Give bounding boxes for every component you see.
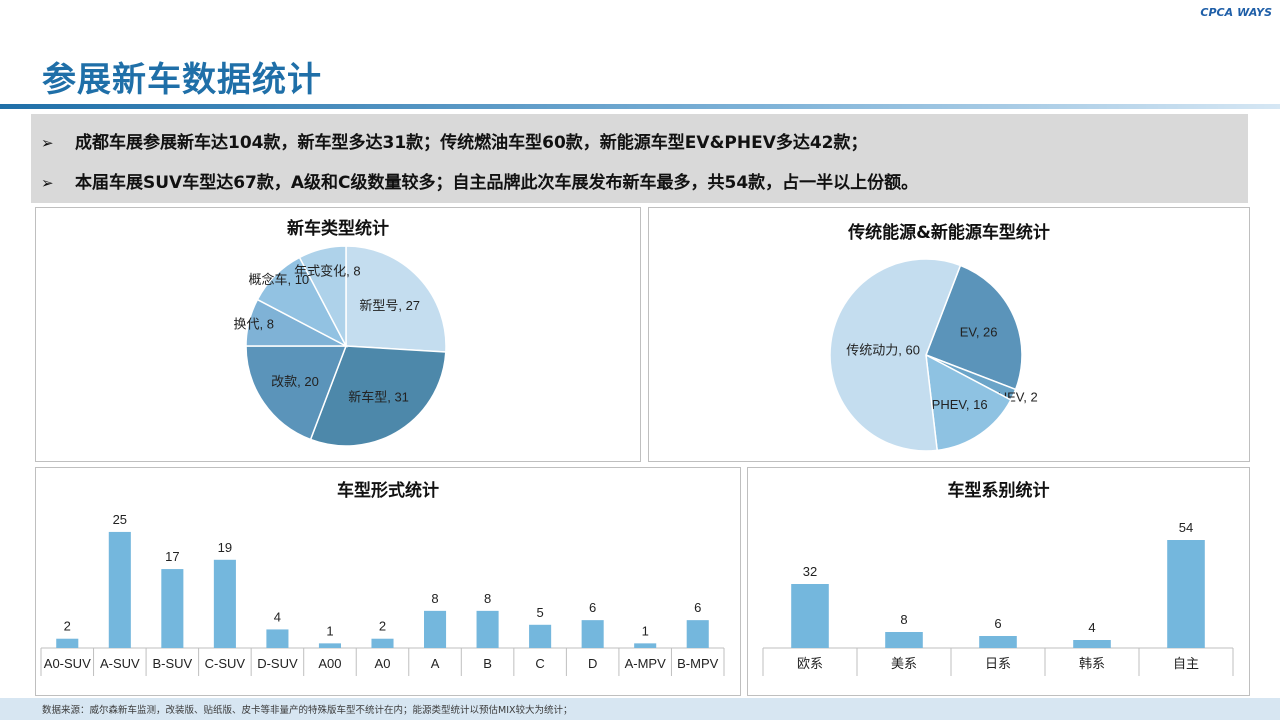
category-tick-label: A-MPV [625, 656, 667, 671]
pie-slice [298, 245, 347, 347]
chart-title: 车型形式统计 [337, 481, 439, 501]
bar [1073, 640, 1111, 648]
footer-bar [0, 698, 1280, 720]
pie-slice-label: 年式变化, 8 [294, 263, 360, 278]
bar [791, 584, 829, 648]
bar-value-label: 4 [274, 609, 281, 624]
chart-title: 新车类型统计 [287, 219, 389, 239]
vehicle-type-panel: 新车类型统计 新型号, 27 新车型, 31 改款, 20 换代, 8 概念车, 10 年… [35, 207, 641, 462]
origin-panel: 车型系别统计 32 欧系 8 美系 6 日系 4 韩系 54 自主 [747, 467, 1250, 696]
bar [371, 638, 394, 648]
bar-value-label: 8 [484, 591, 491, 606]
pie-slice [345, 245, 447, 353]
energy-type-panel: 传统能源&新能源车型统计 EV, 26 HEV, 2 PHEV, 16 传统动力, 6… [648, 207, 1250, 462]
origin-bar-chart: 32 欧系 8 美系 6 日系 4 韩系 54 自主 [762, 520, 1234, 676]
bar [56, 638, 79, 648]
bar [213, 559, 236, 648]
category-tick-label: 日系 [985, 656, 1011, 671]
summary-item: ➢ 本届车展SUV车型达67款，A级和C级数量较多；自主品牌此次车展发布新车最多，… [41, 168, 918, 193]
bar [476, 610, 499, 648]
pie-slice-label: 传统动力, 60 [846, 343, 920, 358]
category-tick-label: A0-SUV [44, 656, 91, 671]
category-tick-label: B [483, 656, 492, 671]
title-rule [0, 104, 1280, 109]
bar [634, 643, 657, 648]
pie-slice-label: 新型号, 27 [359, 298, 420, 313]
bar-value-label: 5 [536, 605, 543, 620]
bar [1167, 540, 1205, 648]
bar [108, 531, 131, 648]
bullet-arrow-icon: ➢ [41, 134, 54, 152]
summary-text: 成都车展参展新车达104款，新车型多达31款；传统燃油车型60款，新能源车型EV… [75, 133, 868, 153]
bar [161, 569, 184, 648]
summary-text: 本届车展SUV车型达67款，A级和C级数量较多；自主品牌此次车展发布新车最多，共… [75, 173, 919, 193]
bar-value-label: 54 [1179, 520, 1193, 535]
category-tick-label: D [588, 656, 597, 671]
bar-value-label: 4 [1088, 620, 1095, 635]
pie-slice-label: 换代, 8 [234, 316, 274, 331]
category-tick-label: D-SUV [257, 656, 298, 671]
bar [979, 636, 1017, 648]
bar-value-label: 17 [165, 549, 179, 564]
bar-value-label: 1 [326, 623, 333, 638]
ways-logo: WAYS [1237, 6, 1272, 19]
pie-slice-label: PHEV, 16 [932, 397, 988, 412]
category-tick-label: 自主 [1173, 656, 1199, 671]
bar [266, 629, 289, 648]
body-style-bar-chart: 2 A0-SUV 25 A-SUV 17 B-SUV 19 C-SUV 4 D-SUV 1 A00 2 A… [40, 512, 725, 676]
category-tick-label: A0 [375, 656, 391, 671]
bar-value-label: 8 [900, 612, 907, 627]
summary-item: ➢ 成都车展参展新车达104款，新车型多达31款；传统燃油车型60款，新能源车型E… [41, 128, 868, 153]
pie-slice [309, 345, 447, 447]
category-tick-label: A00 [318, 656, 341, 671]
category-tick-label: 欧系 [797, 656, 823, 671]
category-tick-label: 韩系 [1079, 656, 1105, 671]
bar-value-label: 2 [379, 619, 386, 634]
category-tick-label: C [535, 656, 544, 671]
chart-title: 传统能源&新能源车型统计 [848, 223, 1050, 243]
bullet-arrow-icon: ➢ [41, 174, 54, 192]
bar-value-label: 6 [589, 600, 596, 615]
body-style-panel: 车型形式统计 2 A0-SUV 25 A-SUV 17 B-SUV 19 C-SUV 4 D-SU… [35, 467, 741, 696]
bar-value-label: 19 [218, 540, 232, 555]
category-tick-label: 美系 [891, 656, 917, 671]
summary-box: ➢ 成都车展参展新车达104款，新车型多达31款；传统燃油车型60款，新能源车型E… [31, 114, 1248, 203]
bar [581, 620, 604, 648]
bar-value-label: 8 [431, 591, 438, 606]
bar-value-label: 32 [803, 564, 817, 579]
category-tick-label: C-SUV [205, 656, 246, 671]
bar-value-label: 25 [113, 512, 127, 527]
pie-slice-label: EV, 26 [960, 325, 998, 340]
cpca-logo: CPCA [1200, 6, 1234, 19]
bar [529, 624, 552, 648]
pie-slice [925, 353, 1012, 452]
pie-slice [245, 345, 348, 441]
pie-slice [925, 264, 1023, 391]
footer-note: 数据来源：威尔森新车监测，改装版、贴纸版、皮卡等非量产的特殊版车型不统计在内；能… [42, 705, 573, 716]
bar [885, 632, 923, 648]
bar-value-label: 6 [994, 616, 1001, 631]
bar-value-label: 6 [694, 600, 701, 615]
pie-slice [829, 258, 962, 452]
category-tick-label: B-MPV [677, 656, 719, 671]
bar [424, 610, 447, 648]
bar [318, 643, 341, 648]
pie-slice-label: 新车型, 31 [348, 389, 409, 404]
logo: CPCA WAYS [1200, 6, 1272, 19]
bar-value-label: 1 [642, 623, 649, 638]
category-tick-label: B-SUV [152, 656, 192, 671]
page-title: 参展新车数据统计 [42, 60, 322, 100]
chart-title: 车型系别统计 [947, 481, 1050, 501]
category-tick-label: A-SUV [100, 656, 140, 671]
bar-value-label: 2 [64, 619, 71, 634]
bar [686, 620, 709, 648]
category-tick-label: A [431, 656, 440, 671]
pie-slice-label: 改款, 20 [271, 374, 319, 389]
pie-slice-label: 概念车, 10 [248, 272, 309, 287]
